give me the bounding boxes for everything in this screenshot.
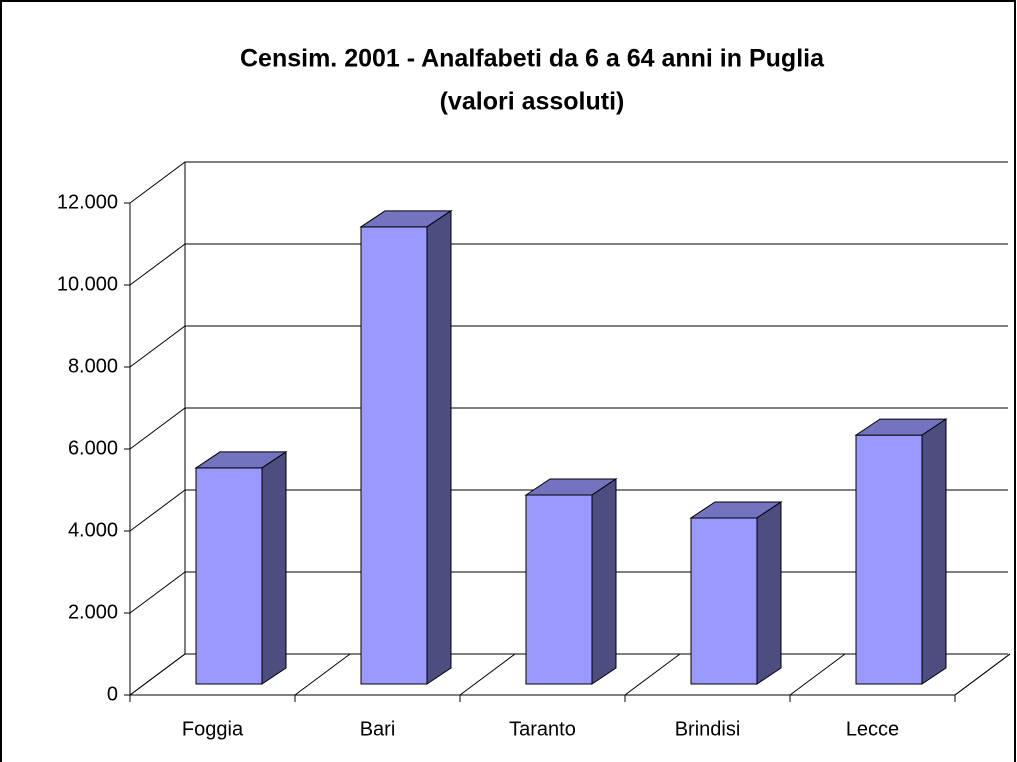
floor-line	[789, 653, 846, 696]
chart-title: Censim. 2001 - Analfabeti da 6 a 64 anni…	[240, 45, 825, 73]
y-tick-label: 6.000	[68, 437, 118, 459]
bar-front	[525, 494, 593, 685]
bar	[689, 501, 783, 685]
chart-title: (valori assoluti)	[440, 88, 625, 116]
floor-back	[954, 653, 1011, 696]
bar-side	[426, 209, 452, 685]
x-tick-label: Taranto	[509, 718, 576, 740]
bar	[854, 418, 948, 685]
x-tick-label: Lecce	[846, 718, 899, 740]
floor-line	[294, 653, 351, 696]
bar-front	[360, 226, 428, 685]
grid-line	[129, 407, 1008, 450]
floor-line	[129, 653, 186, 696]
floor-line	[624, 653, 681, 696]
floor-line	[459, 653, 516, 696]
bar	[524, 478, 618, 685]
grid-line	[129, 243, 1008, 286]
bar-front	[855, 434, 923, 685]
bar-side	[756, 501, 782, 685]
x-tick-label: Brindisi	[675, 718, 741, 740]
y-tick-label: 12.000	[57, 191, 118, 213]
y-tick-label: 4.000	[68, 519, 118, 541]
grid-line	[129, 161, 1008, 204]
bar-side	[261, 450, 287, 685]
x-tick-label: Foggia	[182, 718, 244, 740]
bar	[359, 209, 453, 685]
bar-front	[690, 517, 758, 685]
grid-line	[129, 489, 1008, 532]
y-tick-label: 10.000	[57, 273, 118, 295]
x-tick-label: Bari	[360, 718, 396, 740]
grid-line	[129, 325, 1008, 368]
bar-front	[195, 467, 263, 685]
bar-side	[921, 418, 947, 685]
y-tick-label: 8.000	[68, 355, 118, 377]
bar-side	[591, 478, 617, 685]
bar	[194, 450, 288, 685]
y-tick-label: 0	[107, 683, 118, 705]
y-tick-label: 2.000	[68, 601, 118, 623]
